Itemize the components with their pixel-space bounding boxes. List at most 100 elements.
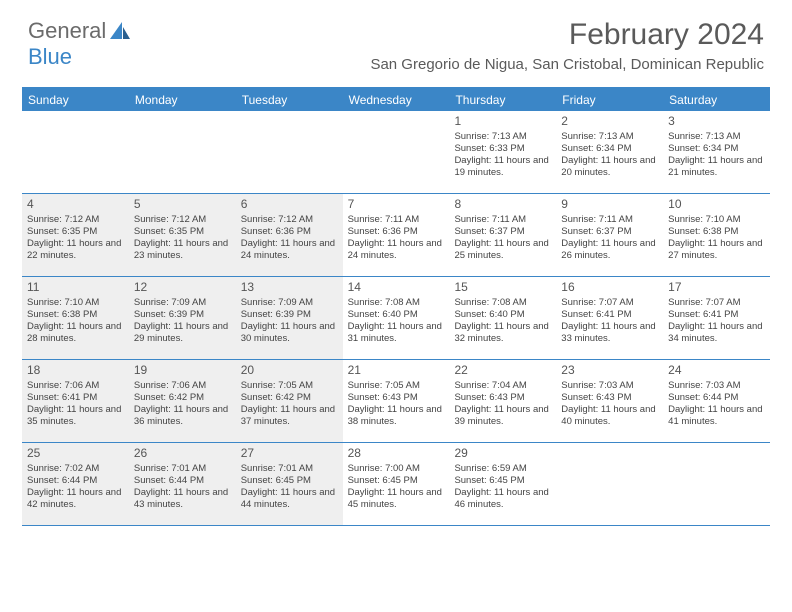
daylight-text: Daylight: 11 hours and 27 minutes.	[668, 238, 765, 262]
daylight-text: Daylight: 11 hours and 20 minutes.	[561, 155, 658, 179]
empty-cell	[236, 111, 343, 193]
daylight-text: Daylight: 11 hours and 35 minutes.	[27, 404, 124, 428]
day-number: 18	[27, 363, 124, 378]
day-header: Wednesday	[343, 89, 450, 111]
sunset-text: Sunset: 6:42 PM	[241, 392, 338, 404]
day-number: 14	[348, 280, 445, 295]
sunset-text: Sunset: 6:36 PM	[241, 226, 338, 238]
day-cell: 10Sunrise: 7:10 AMSunset: 6:38 PMDayligh…	[663, 194, 770, 276]
sunrise-text: Sunrise: 7:09 AM	[134, 297, 231, 309]
sunset-text: Sunset: 6:40 PM	[454, 309, 551, 321]
day-header: Saturday	[663, 89, 770, 111]
day-number: 29	[454, 446, 551, 461]
weeks-container: 1Sunrise: 7:13 AMSunset: 6:33 PMDaylight…	[22, 111, 770, 526]
daylight-text: Daylight: 11 hours and 38 minutes.	[348, 404, 445, 428]
daylight-text: Daylight: 11 hours and 39 minutes.	[454, 404, 551, 428]
day-cell: 18Sunrise: 7:06 AMSunset: 6:41 PMDayligh…	[22, 360, 129, 442]
daylight-text: Daylight: 11 hours and 45 minutes.	[348, 487, 445, 511]
day-number: 22	[454, 363, 551, 378]
daylight-text: Daylight: 11 hours and 46 minutes.	[454, 487, 551, 511]
daylight-text: Daylight: 11 hours and 34 minutes.	[668, 321, 765, 345]
day-cell: 28Sunrise: 7:00 AMSunset: 6:45 PMDayligh…	[343, 443, 450, 525]
day-cell: 23Sunrise: 7:03 AMSunset: 6:43 PMDayligh…	[556, 360, 663, 442]
logo-text-general: General	[28, 18, 106, 44]
day-cell: 22Sunrise: 7:04 AMSunset: 6:43 PMDayligh…	[449, 360, 556, 442]
sunrise-text: Sunrise: 7:07 AM	[561, 297, 658, 309]
day-cell: 8Sunrise: 7:11 AMSunset: 6:37 PMDaylight…	[449, 194, 556, 276]
day-number: 19	[134, 363, 231, 378]
sunrise-text: Sunrise: 7:09 AM	[241, 297, 338, 309]
header: General February 2024 San Gregorio de Ni…	[0, 0, 792, 79]
day-header: Sunday	[22, 89, 129, 111]
daylight-text: Daylight: 11 hours and 31 minutes.	[348, 321, 445, 345]
sunrise-text: Sunrise: 7:01 AM	[241, 463, 338, 475]
day-cell: 19Sunrise: 7:06 AMSunset: 6:42 PMDayligh…	[129, 360, 236, 442]
daylight-text: Daylight: 11 hours and 41 minutes.	[668, 404, 765, 428]
sunset-text: Sunset: 6:43 PM	[348, 392, 445, 404]
sunrise-text: Sunrise: 7:05 AM	[348, 380, 445, 392]
day-cell: 4Sunrise: 7:12 AMSunset: 6:35 PMDaylight…	[22, 194, 129, 276]
sunset-text: Sunset: 6:38 PM	[27, 309, 124, 321]
sunset-text: Sunset: 6:39 PM	[134, 309, 231, 321]
logo-sail-icon	[110, 22, 132, 40]
day-number: 9	[561, 197, 658, 212]
month-title: February 2024	[370, 18, 764, 52]
day-number: 5	[134, 197, 231, 212]
sunrise-text: Sunrise: 6:59 AM	[454, 463, 551, 475]
day-number: 24	[668, 363, 765, 378]
sunrise-text: Sunrise: 7:07 AM	[668, 297, 765, 309]
empty-cell	[663, 443, 770, 525]
day-cell: 3Sunrise: 7:13 AMSunset: 6:34 PMDaylight…	[663, 111, 770, 193]
day-number: 7	[348, 197, 445, 212]
title-block: February 2024 San Gregorio de Nigua, San…	[370, 18, 764, 73]
sunrise-text: Sunrise: 7:13 AM	[561, 131, 658, 143]
daylight-text: Daylight: 11 hours and 28 minutes.	[27, 321, 124, 345]
week-row: 1Sunrise: 7:13 AMSunset: 6:33 PMDaylight…	[22, 111, 770, 194]
sunrise-text: Sunrise: 7:08 AM	[454, 297, 551, 309]
sunset-text: Sunset: 6:44 PM	[668, 392, 765, 404]
logo-text-blue: Blue	[28, 44, 72, 70]
sunrise-text: Sunrise: 7:00 AM	[348, 463, 445, 475]
sunrise-text: Sunrise: 7:12 AM	[134, 214, 231, 226]
daylight-text: Daylight: 11 hours and 25 minutes.	[454, 238, 551, 262]
sunrise-text: Sunrise: 7:02 AM	[27, 463, 124, 475]
sunset-text: Sunset: 6:34 PM	[561, 143, 658, 155]
sunset-text: Sunset: 6:42 PM	[134, 392, 231, 404]
week-row: 11Sunrise: 7:10 AMSunset: 6:38 PMDayligh…	[22, 277, 770, 360]
day-number: 2	[561, 114, 658, 129]
sunset-text: Sunset: 6:45 PM	[454, 475, 551, 487]
sunrise-text: Sunrise: 7:05 AM	[241, 380, 338, 392]
empty-cell	[129, 111, 236, 193]
day-cell: 25Sunrise: 7:02 AMSunset: 6:44 PMDayligh…	[22, 443, 129, 525]
sunset-text: Sunset: 6:43 PM	[454, 392, 551, 404]
sunset-text: Sunset: 6:34 PM	[668, 143, 765, 155]
sunset-text: Sunset: 6:41 PM	[668, 309, 765, 321]
day-number: 8	[454, 197, 551, 212]
daylight-text: Daylight: 11 hours and 29 minutes.	[134, 321, 231, 345]
day-cell: 14Sunrise: 7:08 AMSunset: 6:40 PMDayligh…	[343, 277, 450, 359]
sunrise-text: Sunrise: 7:10 AM	[27, 297, 124, 309]
day-number: 10	[668, 197, 765, 212]
daylight-text: Daylight: 11 hours and 33 minutes.	[561, 321, 658, 345]
daylight-text: Daylight: 11 hours and 44 minutes.	[241, 487, 338, 511]
calendar: Sunday Monday Tuesday Wednesday Thursday…	[22, 87, 770, 526]
day-number: 28	[348, 446, 445, 461]
daylight-text: Daylight: 11 hours and 22 minutes.	[27, 238, 124, 262]
day-cell: 29 Sunrise: 6:59 AMSunset: 6:45 PMDayligh…	[449, 443, 556, 525]
day-number: 23	[561, 363, 658, 378]
day-number: 15	[454, 280, 551, 295]
day-number: 17	[668, 280, 765, 295]
daylight-text: Daylight: 11 hours and 19 minutes.	[454, 155, 551, 179]
sunrise-text: Sunrise: 7:13 AM	[454, 131, 551, 143]
day-header: Monday	[129, 89, 236, 111]
day-cell: 7Sunrise: 7:11 AMSunset: 6:36 PMDaylight…	[343, 194, 450, 276]
daylight-text: Daylight: 11 hours and 21 minutes.	[668, 155, 765, 179]
daylight-text: Daylight: 11 hours and 32 minutes.	[454, 321, 551, 345]
day-number: 27	[241, 446, 338, 461]
sunset-text: Sunset: 6:45 PM	[241, 475, 338, 487]
empty-cell	[343, 111, 450, 193]
sunset-text: Sunset: 6:43 PM	[561, 392, 658, 404]
day-cell: 15 Sunrise: 7:08 AMSunset: 6:40 PMDayligh…	[449, 277, 556, 359]
sunrise-text: Sunrise: 7:11 AM	[348, 214, 445, 226]
daylight-text: Daylight: 11 hours and 24 minutes.	[348, 238, 445, 262]
